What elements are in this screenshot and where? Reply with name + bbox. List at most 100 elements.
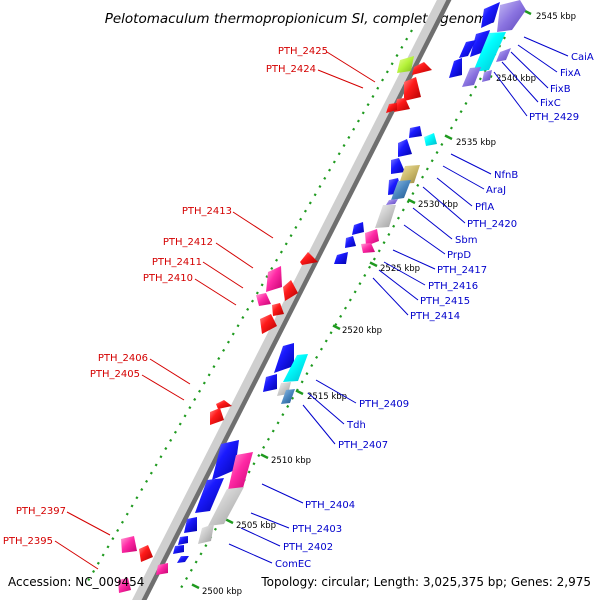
gene-label-PTH_2405[interactable]: PTH_2405 [90,369,140,380]
gene-blue[interactable] [274,343,294,373]
gene-PTH_2424[interactable] [412,62,432,75]
gene-ComEC[interactable] [178,536,188,545]
leader-PTH_2415 [378,269,419,301]
gene-label-PTH_2416[interactable]: PTH_2416 [428,281,478,292]
tick-dot [207,373,211,377]
gene-label-PTH_2420[interactable]: PTH_2420 [467,219,517,230]
gene-magenta[interactable] [156,563,168,575]
leader-ComEC [228,543,273,564]
gene-label-PTH_2425[interactable]: PTH_2425 [278,46,328,57]
gene-PTH_2407[interactable] [281,389,295,404]
gene-magenta[interactable] [361,243,375,253]
gene-AraJ[interactable] [399,165,420,184]
tick-dot [318,185,322,189]
gene-blue[interactable] [481,2,500,28]
gene-label-Tdh[interactable]: Tdh [346,420,366,431]
gene-PrpD[interactable] [365,229,379,246]
genome-summary-text: Topology: circular; Length: 3,025,375 bp… [260,575,591,589]
gene-label-PTH_2397[interactable]: PTH_2397 [16,506,66,517]
gene-PTH_2411[interactable] [256,293,271,306]
gene-label-FixA[interactable]: FixA [560,68,581,79]
tick-dot [193,397,197,401]
leader-PTH_2405 [141,374,185,401]
backbone [132,0,452,600]
gene-label-PTH_2429[interactable]: PTH_2429 [529,112,579,123]
gene-PTH_2402[interactable] [198,524,214,544]
gene-label-Sbm[interactable]: Sbm [455,235,477,246]
accession-text: Accession: NC_009454 [8,575,144,589]
gene-PflA[interactable] [391,180,411,200]
gene-label-PTH_2409[interactable]: PTH_2409 [359,399,409,410]
gene-FixA[interactable] [473,32,506,72]
gene-blue[interactable] [470,30,490,57]
gene-red[interactable] [404,77,421,101]
gene-blue[interactable] [409,126,422,138]
gene-red[interactable] [386,103,397,113]
gene-FixC[interactable] [462,67,481,87]
gene-label-PTH_2414[interactable]: PTH_2414 [410,311,460,322]
gene-PTH_2413[interactable] [300,252,318,265]
gene-PTH_2420[interactable] [375,205,396,228]
leader-PrpD [403,224,446,255]
gene-blue[interactable] [184,517,197,533]
gene-PTH_2429[interactable] [482,70,492,82]
gene-label-CaiA[interactable]: CaiA [571,52,594,63]
gene-blue[interactable] [195,478,224,513]
gene-label-PTH_2407[interactable]: PTH_2407 [338,440,388,451]
gene-label-PTH_2410[interactable]: PTH_2410 [143,273,193,284]
gene-PTH_2403[interactable] [208,487,244,526]
gene-PTH_2410[interactable] [272,303,284,316]
tick-dot [276,421,280,425]
tick-dot [392,224,396,228]
gene-label-NfnB[interactable]: NfnB [494,170,518,181]
gene-blue[interactable] [391,158,405,174]
leader-PTH_2409 [315,379,357,404]
gene-label-PTH_2395[interactable]: PTH_2395 [3,536,53,547]
gene-FixB[interactable] [496,48,511,62]
gene-label-PTH_2404[interactable]: PTH_2404 [305,500,355,511]
gene-label-ComEC[interactable]: ComEC [275,559,311,570]
gene-label-PrpD[interactable]: PrpD [447,250,471,261]
gene-blue[interactable] [212,440,239,480]
gene-PTH_2417[interactable] [334,252,348,264]
gene-label-PTH_2402[interactable]: PTH_2402 [283,542,333,553]
gene-Sbm[interactable] [352,222,364,235]
gene-red[interactable] [260,314,277,334]
kbp-label: 2505 kbp [236,521,276,531]
gene-PTH_2406[interactable] [216,400,232,409]
gene-label-PTH_2411[interactable]: PTH_2411 [152,257,202,268]
gene-label-PTH_2413[interactable]: PTH_2413 [182,206,232,217]
gene-red[interactable] [394,98,410,112]
gene-label-PTH_2406[interactable]: PTH_2406 [98,353,148,364]
gene-NfnB[interactable] [424,133,437,146]
gene-blue[interactable] [263,374,277,392]
gene-label-PTH_2417[interactable]: PTH_2417 [437,265,487,276]
gene-blue[interactable] [345,236,356,248]
gene-PTH_2425[interactable] [397,56,414,73]
gene-red[interactable] [283,280,298,301]
gene-label-FixC[interactable]: FixC [540,98,561,109]
gene-CaiA[interactable] [497,0,526,32]
gene-PTH_2397[interactable] [121,536,137,553]
gene-PTH_2409[interactable] [283,354,308,382]
tick-dot [101,553,105,557]
gene-label-PTH_2424[interactable]: PTH_2424 [266,64,316,75]
gene-label-PTH_2412[interactable]: PTH_2412 [163,237,213,248]
gene-PTH_2404[interactable] [228,452,253,490]
gene-blue[interactable] [398,139,412,157]
gene-label-PTH_2403[interactable]: PTH_2403 [292,524,342,535]
gene-label-PflA[interactable]: PflA [475,202,494,213]
gene-PTH_2405[interactable] [210,408,224,425]
gene-PTH_2395[interactable] [139,545,153,562]
gene-purple[interactable] [386,199,398,205]
gene-label-PTH_2415[interactable]: PTH_2415 [420,296,470,307]
gene-blue[interactable] [449,58,462,78]
gene-blue[interactable] [459,40,476,58]
gene-magenta[interactable] [118,578,131,593]
gene-label-FixB[interactable]: FixB [550,84,571,95]
gene-blue[interactable] [177,556,189,563]
tick-dot [323,176,327,180]
gene-PTH_2412[interactable] [266,266,282,292]
gene-label-AraJ[interactable]: AraJ [486,185,506,196]
gene-blue[interactable] [173,545,184,554]
